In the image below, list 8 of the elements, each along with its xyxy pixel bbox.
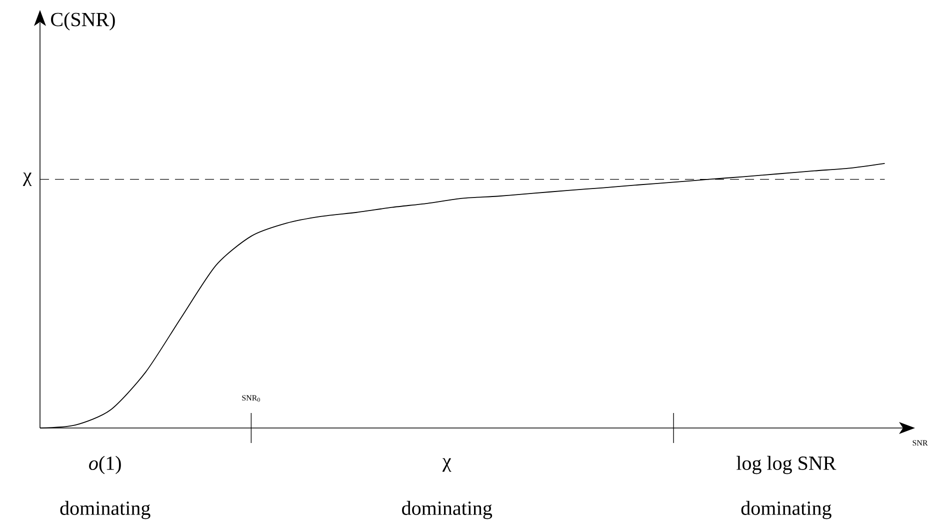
text: dominating bbox=[741, 500, 832, 520]
text: C(SNR) bbox=[51, 12, 115, 30]
text: χ bbox=[442, 458, 452, 472]
text: log log SNR bbox=[736, 456, 836, 474]
text: o(1) bbox=[89, 456, 121, 474]
text: dominating bbox=[60, 500, 150, 520]
ref-line-label: χ bbox=[22, 172, 32, 186]
text: dominating bbox=[402, 500, 492, 520]
